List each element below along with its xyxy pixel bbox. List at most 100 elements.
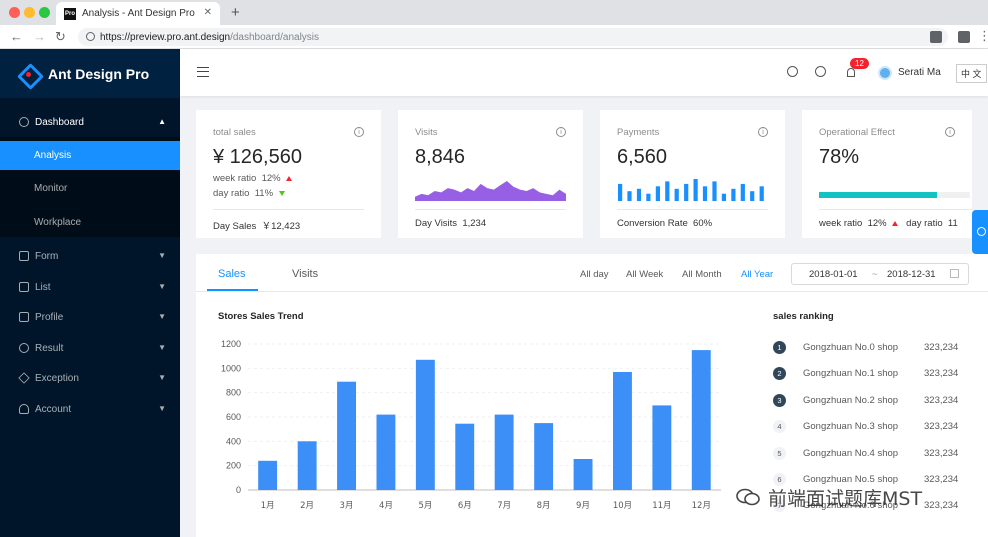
sales-bar[interactable] bbox=[455, 423, 475, 490]
range-all-day[interactable]: All day bbox=[580, 269, 609, 280]
menu-fold-icon[interactable] bbox=[197, 67, 209, 77]
rank-number: 1 bbox=[773, 341, 786, 354]
tab-visits[interactable]: Visits bbox=[292, 268, 319, 280]
username[interactable]: Serati Ma bbox=[898, 67, 941, 78]
notification-badge: 12 bbox=[850, 58, 869, 69]
range-all-week[interactable]: All Week bbox=[626, 269, 664, 280]
sidebar-item-profile[interactable]: Profile ▼ bbox=[0, 302, 180, 332]
progress-fill bbox=[819, 192, 937, 198]
top-header: 12 Serati Ma 中 文 bbox=[180, 49, 988, 96]
rank-number: 3 bbox=[773, 393, 786, 407]
sidebar-item-list[interactable]: List ▼ bbox=[0, 272, 180, 302]
ant-design-logo-icon bbox=[18, 64, 38, 84]
sales-bar[interactable] bbox=[691, 350, 711, 490]
info-icon[interactable]: i bbox=[354, 127, 364, 137]
sales-bar[interactable] bbox=[613, 372, 632, 490]
forward-icon[interactable]: → bbox=[33, 29, 46, 44]
sidebar-subitem-workplace[interactable]: Workplace bbox=[34, 217, 82, 228]
sales-bar[interactable] bbox=[297, 441, 317, 490]
extension-icon[interactable] bbox=[958, 31, 970, 43]
maximize-window-button[interactable] bbox=[39, 7, 50, 18]
shop-sales-value: 323,234 bbox=[924, 342, 959, 353]
sales-bar[interactable] bbox=[258, 460, 278, 490]
translate-icon[interactable] bbox=[930, 31, 942, 43]
x-tick-label: 2月 bbox=[300, 501, 314, 511]
tab-close-icon[interactable]: ✕ bbox=[203, 7, 212, 18]
user-icon bbox=[19, 404, 29, 414]
info-icon[interactable]: i bbox=[556, 127, 566, 137]
minimize-window-button[interactable] bbox=[24, 7, 35, 18]
range-all-month[interactable]: All Month bbox=[682, 269, 722, 280]
date-start[interactable]: 2018-01-01 bbox=[809, 269, 858, 280]
logo[interactable]: Ant Design Pro bbox=[0, 49, 180, 98]
browser-menu-icon[interactable]: ⋮ bbox=[978, 28, 988, 43]
card-value: ¥ 126,560 bbox=[213, 146, 302, 168]
sidebar-item-label: Dashboard bbox=[35, 116, 84, 128]
visits-area-chart bbox=[415, 181, 566, 201]
settings-drawer-handle[interactable] bbox=[972, 210, 988, 254]
avatar[interactable] bbox=[878, 66, 892, 80]
sales-bar[interactable] bbox=[494, 414, 514, 490]
sidebar-item-exception[interactable]: Exception ▼ bbox=[0, 363, 180, 393]
payments-bar bbox=[684, 183, 689, 201]
range-all-year[interactable]: All Year bbox=[741, 269, 774, 280]
date-end[interactable]: 2018-12-31 bbox=[887, 269, 936, 280]
payments-bar bbox=[740, 183, 745, 201]
foot-label: Day Sales bbox=[213, 221, 257, 232]
sales-bar[interactable] bbox=[415, 359, 435, 490]
shop-sales-value: 323,234 bbox=[924, 368, 959, 380]
site-info-icon[interactable] bbox=[86, 32, 95, 41]
wechat-icon bbox=[736, 488, 760, 506]
search-icon[interactable] bbox=[787, 66, 798, 77]
pro-favicon-icon: Pro bbox=[64, 7, 76, 20]
sidebar-item-account[interactable]: Account ▼ bbox=[0, 394, 180, 424]
date-range-picker[interactable]: 2018-01-01 ~ 2018-12-31 bbox=[791, 263, 969, 285]
sales-bar[interactable] bbox=[534, 423, 554, 490]
week-ratio-value: 12% bbox=[867, 218, 887, 229]
ranking-row: 6 Gongzhuan No.5 shop 323,234 bbox=[773, 472, 973, 488]
x-tick-label: 12月 bbox=[692, 501, 711, 511]
tab-sales[interactable]: Sales bbox=[218, 268, 246, 280]
shop-name: Gongzhuan No.2 shop bbox=[803, 394, 899, 406]
rank-number: 5 bbox=[773, 446, 786, 460]
bell-icon[interactable] bbox=[847, 68, 855, 77]
warning-icon bbox=[18, 372, 30, 384]
tab-divider bbox=[196, 291, 988, 292]
card-footer: Day Sales ￥12,423 bbox=[213, 209, 364, 232]
info-icon[interactable]: i bbox=[758, 127, 768, 137]
new-tab-icon[interactable]: + bbox=[231, 4, 240, 21]
x-tick-label: 9月 bbox=[576, 501, 590, 511]
sidebar-item-form[interactable]: Form ▼ bbox=[0, 241, 180, 271]
x-tick-label: 3月 bbox=[340, 501, 354, 511]
close-window-button[interactable] bbox=[9, 7, 20, 18]
info-icon[interactable]: i bbox=[945, 127, 955, 137]
caret-up-icon bbox=[286, 176, 293, 181]
foot-label: Day Visits bbox=[415, 218, 458, 229]
sidebar-item-dashboard[interactable]: Dashboard ▲ bbox=[0, 107, 180, 137]
sidebar-item-result[interactable]: Result ▼ bbox=[0, 333, 180, 363]
shop-name: Gongzhuan No.0 shop bbox=[803, 342, 899, 353]
payments-bar-chart bbox=[618, 179, 764, 201]
rank-number: 4 bbox=[773, 420, 786, 434]
sales-bar[interactable] bbox=[376, 414, 396, 490]
sidebar-subitem-analysis[interactable]: Analysis bbox=[0, 141, 180, 170]
browser-tab[interactable]: Pro Analysis - Ant Design Pro ✕ bbox=[56, 2, 220, 25]
day-ratio-value: 11% bbox=[254, 188, 274, 199]
payments-card: Payments i 6,560 Conversion Rate 60% bbox=[600, 110, 785, 238]
caret-up-icon bbox=[892, 221, 899, 226]
sales-bar[interactable] bbox=[337, 381, 356, 490]
sidebar-item-label: Profile bbox=[35, 311, 64, 323]
url-field[interactable]: https://preview.pro.ant.design/dashboard… bbox=[78, 28, 948, 46]
sales-panel: Sales Visits All day All Week All Month … bbox=[196, 254, 988, 537]
rank-number: 7 bbox=[773, 499, 786, 513]
sales-bar[interactable] bbox=[573, 459, 593, 490]
card-title: Visits bbox=[415, 127, 438, 138]
question-icon[interactable] bbox=[815, 66, 826, 77]
sidebar-subitem-monitor[interactable]: Monitor bbox=[34, 183, 68, 194]
language-switch[interactable]: 中 文 bbox=[956, 64, 987, 83]
back-icon[interactable]: ← bbox=[10, 29, 23, 44]
card-title: Payments bbox=[617, 127, 660, 138]
reload-icon[interactable]: ↻ bbox=[55, 29, 66, 44]
sales-bar[interactable] bbox=[652, 405, 672, 490]
chevron-down-icon: ▼ bbox=[158, 282, 166, 291]
